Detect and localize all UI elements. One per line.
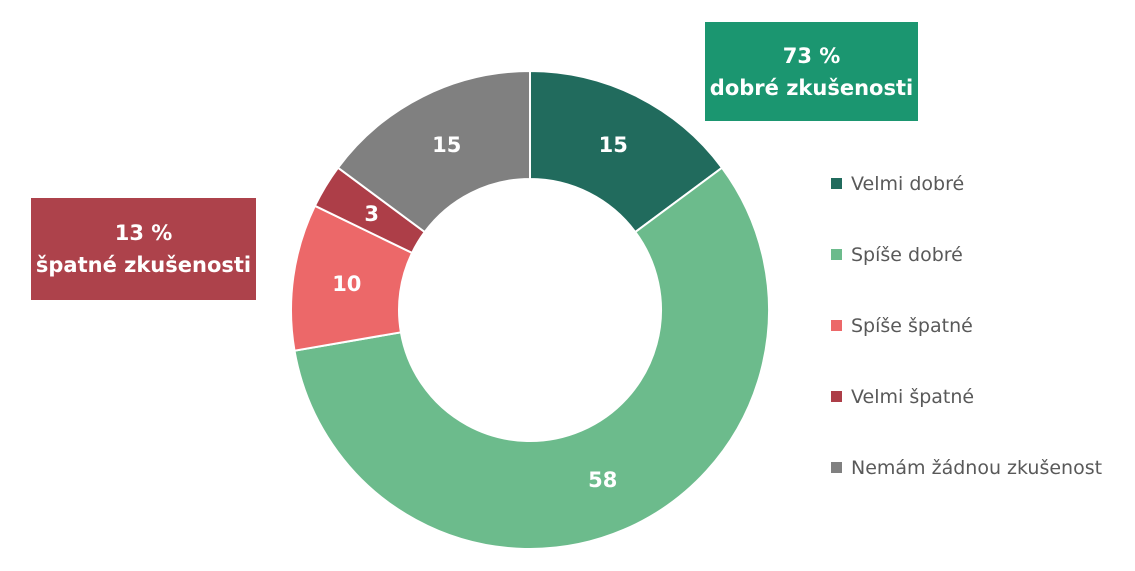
donut-slice-2 (293, 166, 770, 550)
legend-item-1: Velmi dobré (831, 166, 1131, 201)
legend-swatch-1 (831, 178, 842, 189)
legend-label-3: Spíše špatné (851, 314, 973, 337)
legend-item-4: Velmi špatné (831, 379, 1131, 414)
data-label-4: 3 (364, 202, 379, 226)
legend-swatch-5 (831, 462, 842, 473)
bad-experience-percent: 13 % (114, 221, 173, 245)
legend-label-5: Nemám žádnou zkušenost (851, 456, 1103, 479)
legend-label-2: Spíše dobré (851, 243, 963, 266)
data-label-1: 15 (599, 133, 628, 157)
donut-slice-5 (336, 69, 531, 234)
legend-item-2: Spíše dobré (831, 237, 1131, 272)
good-experience-percent: 73 % (782, 43, 841, 68)
chart-legend: Velmi dobré Spíše dobré Spíše špatné Velmi … (831, 166, 1131, 521)
legend-label-1: Velmi dobré (851, 172, 965, 195)
legend-swatch-3 (831, 320, 842, 331)
donut-slices (290, 69, 770, 550)
legend-label-4: Velmi špatné (851, 385, 975, 408)
bad-experience-callout: 13 % špatné zkušenosti (31, 198, 256, 300)
donut-slice-1 (529, 69, 724, 234)
legend-item-5: Nemám žádnou zkušenost (831, 450, 1131, 485)
data-label-2: 58 (588, 468, 617, 492)
data-label-3: 10 (332, 272, 361, 296)
good-experience-callout: 73 % dobré zkušenosti (705, 22, 918, 121)
data-label-5: 15 (432, 133, 461, 157)
legend-swatch-2 (831, 249, 842, 260)
donut-data-labels: 15 58 10 3 15 (332, 133, 628, 492)
bad-experience-text: špatné zkušenosti (35, 253, 252, 277)
legend-item-3: Spíše špatné (831, 308, 1131, 343)
good-experience-text: dobré zkušenosti (709, 75, 914, 100)
legend-swatch-4 (831, 391, 842, 402)
